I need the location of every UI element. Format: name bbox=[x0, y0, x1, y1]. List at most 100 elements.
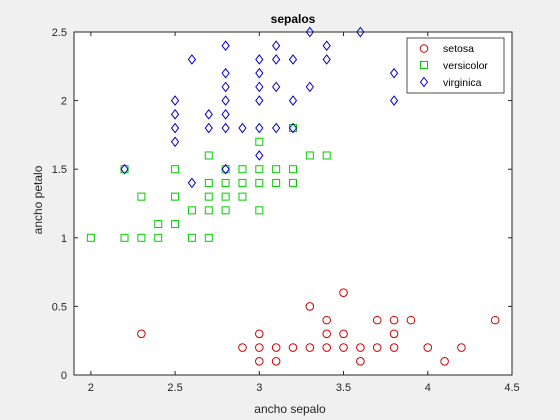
virginica-point bbox=[389, 67, 399, 79]
virginica-point bbox=[288, 95, 298, 106]
setosa-point bbox=[389, 343, 399, 352]
versicolor-point bbox=[137, 192, 146, 201]
y-axis: 0 0.5 1 1.5 2 2.5 bbox=[52, 27, 512, 382]
setosa-point bbox=[406, 315, 416, 325]
virginica-point bbox=[204, 109, 213, 120]
setosa-point bbox=[389, 315, 399, 325]
virginica-point bbox=[305, 81, 314, 93]
x-tick-label: 3.5 bbox=[336, 382, 351, 394]
virginica-point bbox=[288, 122, 298, 134]
legend-box bbox=[406, 37, 505, 94]
x-tick-label: 3 bbox=[256, 382, 262, 394]
virginica-point bbox=[272, 122, 281, 134]
versicolor-point bbox=[204, 192, 213, 201]
virginica-point bbox=[120, 163, 129, 175]
x-tick-label: 2.5 bbox=[167, 382, 182, 394]
legend-entry-setosa: setosa bbox=[419, 43, 474, 55]
virginica-point bbox=[221, 40, 230, 52]
virginica-point bbox=[221, 95, 230, 106]
chart-title: sepalos bbox=[271, 12, 316, 26]
legend: setosa versicolor virginica bbox=[406, 37, 505, 94]
y-tick-label: 0.5 bbox=[52, 301, 67, 313]
virginica-point bbox=[322, 54, 331, 65]
setosa-point bbox=[490, 315, 500, 325]
virginica-point bbox=[255, 122, 264, 134]
versicolor-point bbox=[171, 165, 180, 174]
versicolor-point bbox=[204, 151, 213, 160]
virginica-point bbox=[204, 122, 213, 134]
versicolor-point bbox=[272, 165, 281, 174]
setosa-point bbox=[255, 329, 264, 339]
legend-entry-versicolor: versicolor bbox=[420, 60, 488, 72]
versicolor-point bbox=[238, 192, 247, 201]
versicolor-point bbox=[221, 192, 230, 201]
y-tick-label: 1.5 bbox=[52, 164, 67, 176]
virginica-point bbox=[255, 81, 264, 93]
y-tick-label: 2.5 bbox=[52, 27, 67, 39]
virginica-point bbox=[170, 136, 180, 148]
legend-label-versicolor: versicolor bbox=[443, 60, 488, 72]
virginica-point bbox=[221, 163, 230, 175]
virginica-point bbox=[238, 122, 247, 134]
versicolor-point bbox=[238, 178, 247, 187]
versicolor-point bbox=[221, 178, 230, 187]
virginica-point bbox=[272, 54, 281, 65]
virginica-point bbox=[255, 67, 264, 79]
legend-label-virginica: virginica bbox=[443, 77, 482, 89]
virginica-point bbox=[255, 95, 264, 106]
x-axis: 2 2.5 3 3.5 4 4.5 bbox=[88, 32, 520, 394]
versicolor-point bbox=[255, 206, 264, 215]
virginica-point bbox=[221, 109, 230, 120]
setosa-point bbox=[389, 329, 399, 339]
versicolor-point bbox=[221, 206, 230, 215]
virginica-point bbox=[170, 122, 180, 134]
virginica-point bbox=[187, 177, 197, 189]
legend-marker-versicolor bbox=[420, 61, 428, 69]
setosa-point bbox=[271, 343, 281, 352]
versicolor-point bbox=[255, 165, 264, 174]
y-tick-label: 2 bbox=[61, 96, 67, 108]
setosa-point bbox=[288, 343, 298, 352]
y-axis-label: ancho petalo bbox=[31, 165, 45, 234]
series-setosa bbox=[137, 288, 500, 366]
setosa-point bbox=[339, 329, 348, 339]
versicolor-point bbox=[289, 165, 297, 174]
versicolor-point bbox=[272, 178, 281, 187]
virginica-point bbox=[221, 81, 230, 93]
setosa-point bbox=[255, 356, 264, 366]
setosa-point bbox=[322, 315, 331, 325]
versicolor-point bbox=[289, 178, 297, 187]
virginica-point bbox=[356, 26, 365, 38]
setosa-point bbox=[322, 329, 331, 339]
versicolor-point bbox=[204, 178, 213, 187]
versicolor-point bbox=[154, 233, 163, 242]
y-tick-label: 0 bbox=[61, 370, 67, 382]
virginica-point bbox=[255, 150, 264, 161]
versicolor-point bbox=[86, 233, 95, 242]
virginica-point bbox=[187, 54, 197, 65]
setosa-point bbox=[423, 343, 433, 352]
virginica-point bbox=[272, 40, 281, 52]
versicolor-point bbox=[171, 192, 180, 201]
setosa-point bbox=[457, 343, 466, 352]
setosa-point bbox=[339, 288, 348, 297]
virginica-point bbox=[255, 54, 264, 65]
legend-marker-virginica bbox=[419, 76, 429, 88]
versicolor-point bbox=[305, 151, 314, 160]
versicolor-point bbox=[204, 233, 213, 242]
virginica-point bbox=[170, 109, 180, 120]
virginica-point bbox=[170, 95, 180, 106]
x-tick-label: 4.5 bbox=[504, 382, 519, 394]
series-virginica bbox=[120, 26, 399, 189]
versicolor-point bbox=[322, 151, 331, 160]
setosa-point bbox=[339, 343, 348, 352]
versicolor-point bbox=[120, 233, 129, 242]
legend-entry-virginica: virginica bbox=[419, 76, 482, 89]
virginica-point bbox=[272, 81, 281, 93]
setosa-point bbox=[322, 343, 331, 352]
setosa-point bbox=[238, 343, 247, 352]
setosa-point bbox=[305, 302, 315, 311]
versicolor-point bbox=[137, 233, 146, 242]
legend-marker-setosa bbox=[419, 44, 429, 53]
